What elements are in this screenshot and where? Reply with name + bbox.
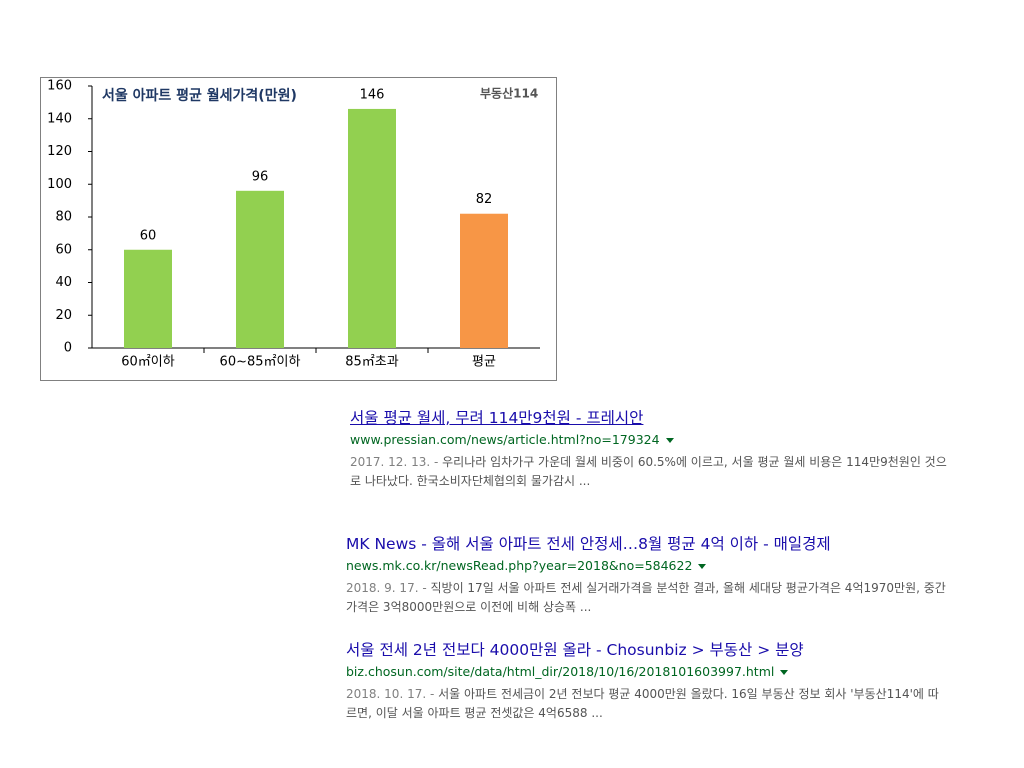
chart: 서울 아파트 평균 월세가격(만원) 부동산114 0 20 40 60 80 100 12… bbox=[40, 77, 557, 381]
result-snippet-block: 2018. 10. 17. - 서울 아파트 전세금이 2년 전보다 평균 40… bbox=[346, 685, 946, 723]
result-url-row: biz.chosun.com/site/data/html_dir/2018/1… bbox=[346, 663, 946, 681]
result-date: 2018. 10. 17. - bbox=[346, 687, 439, 701]
x-tick-label: 60㎡이하 bbox=[121, 355, 175, 370]
result-url-row: www.pressian.com/news/article.html?no=17… bbox=[350, 431, 950, 449]
value-label: 60 bbox=[140, 228, 157, 243]
value-label: 82 bbox=[476, 192, 493, 207]
x-tick-label: 60~85㎡이하 bbox=[220, 355, 301, 370]
url-menu-caret[interactable] bbox=[665, 438, 674, 443]
y-tick-label: 160 bbox=[47, 79, 72, 94]
result-url: biz.chosun.com/site/data/html_dir/2018/1… bbox=[346, 664, 775, 679]
y-tick-label: 60 bbox=[55, 242, 72, 257]
value-label: 146 bbox=[360, 87, 385, 102]
logo: 부동산114 bbox=[480, 86, 538, 101]
y-tick-label: 140 bbox=[47, 111, 72, 126]
search-result: 서울 전세 2년 전보다 4000만원 올라 - Chosunbiz > 부동산… bbox=[346, 640, 946, 723]
url-menu-caret[interactable] bbox=[698, 564, 707, 569]
search-result: 서울 평균 월세, 무려 114만9천원 - 프레시안 www.pressian… bbox=[350, 408, 950, 491]
bar bbox=[236, 190, 284, 348]
search-result: MK News - 올해 서울 아파트 전세 안정세…8월 평균 4억 이하 -… bbox=[346, 534, 946, 617]
url-menu-caret[interactable] bbox=[780, 670, 789, 675]
bar bbox=[460, 213, 508, 348]
result-snippet: 서울 아파트 전세금이 2년 전보다 평균 4000만원 올랐다. 16일 부동… bbox=[346, 687, 939, 720]
result-snippet: 직방이 17일 서울 아파트 전세 실거래가격을 분석한 결과, 올해 세대당 … bbox=[346, 581, 946, 614]
result-date: 2017. 12. 13. - bbox=[350, 455, 443, 469]
bar bbox=[348, 108, 396, 348]
bar bbox=[124, 249, 172, 348]
y-tick-label: 80 bbox=[55, 210, 72, 225]
x-tick-label: 85㎡초과 bbox=[345, 355, 399, 370]
y-tick-label: 20 bbox=[55, 308, 72, 323]
y-tick-label: 120 bbox=[47, 144, 72, 159]
result-snippet-block: 2018. 9. 17. - 직방이 17일 서울 아파트 전세 실거래가격을 … bbox=[346, 579, 946, 617]
y-tick-label: 40 bbox=[55, 275, 72, 290]
result-url: www.pressian.com/news/article.html?no=17… bbox=[350, 432, 660, 447]
x-tick-label: 평균 bbox=[472, 355, 496, 370]
result-url-row: news.mk.co.kr/newsRead.php?year=2018&no=… bbox=[346, 557, 946, 575]
y-tick-label: 0 bbox=[64, 341, 72, 356]
result-title[interactable]: MK News - 올해 서울 아파트 전세 안정세…8월 평균 4억 이하 -… bbox=[346, 535, 831, 553]
result-url: news.mk.co.kr/newsRead.php?year=2018&no=… bbox=[346, 558, 693, 573]
result-snippet: 우리나라 임차가구 가운데 월세 비중이 60.5%에 이르고, 서울 평균 월… bbox=[350, 455, 947, 488]
value-label: 96 bbox=[252, 169, 269, 184]
result-title[interactable]: 서울 전세 2년 전보다 4000만원 올라 - Chosunbiz > 부동산… bbox=[346, 641, 804, 659]
chart-title: 서울 아파트 평균 월세가격(만원) bbox=[102, 87, 297, 104]
result-date: 2018. 9. 17. - bbox=[346, 581, 431, 595]
result-snippet-block: 2017. 12. 13. - 우리나라 임차가구 가운데 월세 비중이 60.… bbox=[350, 453, 950, 491]
result-title[interactable]: 서울 평균 월세, 무려 114만9천원 - 프레시안 bbox=[350, 409, 644, 427]
y-tick-label: 100 bbox=[47, 177, 72, 192]
